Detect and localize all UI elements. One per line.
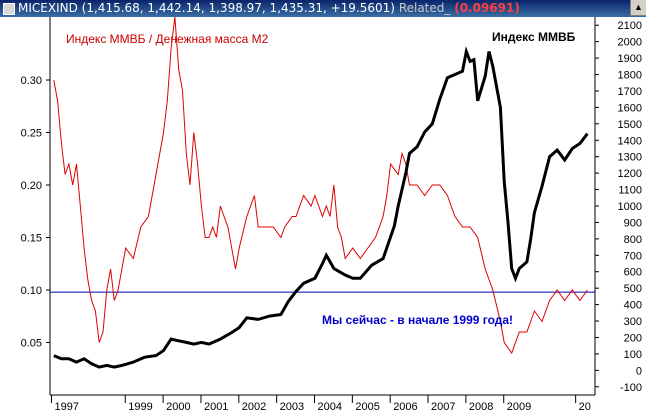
left-axis: 0.05 0.10 0.15 0.20 0.25 0.30 [21, 75, 50, 350]
left-tick-label: 0.15 [21, 233, 42, 245]
chart-title-bar: MICEXIND (1,415.68, 1,442.14, 1,398.97, … [0, 0, 646, 17]
right-tick-label: 200 [624, 332, 642, 344]
x-tick-label: 2006 [393, 401, 417, 413]
x-tick-label: 1997 [54, 401, 78, 413]
right-tick-label: 1800 [618, 70, 642, 82]
right-tick-label: 1200 [618, 168, 642, 180]
symbol-name: MICEXIND [18, 1, 78, 15]
right-tick-label: 1000 [618, 201, 642, 213]
x-tick-label: 2003 [280, 401, 304, 413]
right-axis: -100 0 100 200 300 400 500 600 700 800 900 1000 1100… [595, 20, 642, 394]
right-tick-label: 600 [624, 267, 642, 279]
right-tick-label: 900 [624, 217, 642, 229]
left-tick-label: 0.25 [21, 128, 42, 140]
right-tick-label: -100 [620, 382, 642, 394]
x-tick-label: 20 [579, 401, 591, 413]
ratio-series-label: Индекс ММВБ / Денежная масса М2 [66, 32, 269, 46]
right-tick-label: 800 [624, 234, 642, 246]
plot-background [50, 17, 595, 395]
right-tick-label: 1900 [618, 53, 642, 65]
series-micex-m2-ratio-line [53, 17, 588, 355]
title-text: MICEXIND (1,415.68, 1,442.14, 1,398.97, … [18, 1, 520, 15]
x-tick-label: 2008 [469, 401, 493, 413]
x-tick-label: 2007 [431, 401, 455, 413]
right-tick-label: 0 [636, 365, 642, 377]
right-tick-label: 2100 [618, 20, 642, 32]
x-tick-label: 2001 [204, 401, 228, 413]
note-annotation: Мы сейчас - в начале 1999 года! [322, 313, 513, 327]
right-tick-label: 1300 [618, 152, 642, 164]
left-tick-label: 0.30 [21, 75, 42, 87]
ohlc-values: (1,415.68, 1,442.14, 1,398.97, 1,435.31,… [81, 1, 395, 15]
right-tick-label: 100 [624, 349, 642, 361]
x-tick-label: 2004 [318, 401, 342, 413]
scroll-up-arrow-icon[interactable]: ▲ [630, 0, 646, 16]
right-tick-label: 1100 [618, 185, 642, 197]
index-series-label: Индекс ММВБ [492, 30, 576, 44]
right-tick-label: 2000 [618, 37, 642, 49]
x-tick-label: 2005 [355, 401, 379, 413]
right-tick-label: 300 [624, 316, 642, 328]
related-value: (0.09691) [454, 1, 520, 15]
left-tick-label: 0.05 [21, 338, 42, 350]
right-tick-label: 700 [624, 250, 642, 262]
right-tick-label: 500 [624, 283, 642, 295]
x-tick-label: 2009 [507, 401, 531, 413]
chart-area: 0.05 0.10 0.15 0.20 0.25 0.30 -100 0 100 200 300 4… [21, 17, 642, 413]
right-tick-label: 1700 [618, 86, 642, 98]
right-tick-label: 1400 [618, 135, 642, 147]
x-tick-label: 2000 [166, 401, 190, 413]
series-micex-index-line [53, 46, 589, 369]
window-icon [3, 3, 15, 15]
right-tick-label: 400 [624, 300, 642, 312]
x-axis: 1997 1999 2000 2001 2002 2003 2004 2005 2006 2007… [50, 395, 591, 413]
right-tick-label: 1600 [618, 102, 642, 114]
right-tick-label: 1500 [618, 119, 642, 131]
x-tick-label: 1999 [128, 401, 152, 413]
related-label: Related_ [398, 1, 451, 15]
left-tick-label: 0.20 [21, 180, 42, 192]
left-tick-label: 0.10 [21, 285, 42, 297]
x-tick-label: 2002 [242, 401, 266, 413]
